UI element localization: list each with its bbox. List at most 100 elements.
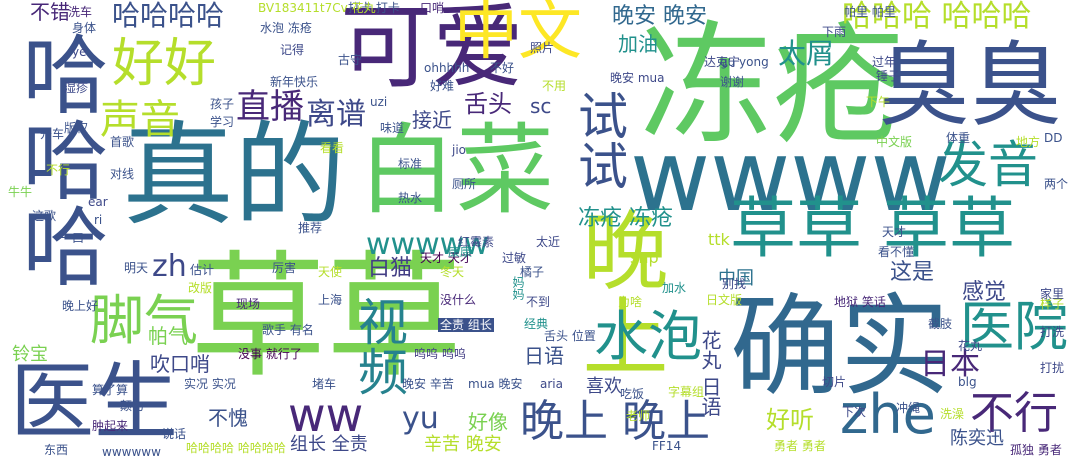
word-xihuan: 喜欢: [586, 376, 622, 397]
word-shishi: 试试: [570, 90, 628, 190]
word-cesuo: 厕所: [452, 177, 477, 191]
word-diyu: 地狱 笑话: [834, 295, 886, 309]
word-FF14: FF14: [652, 439, 682, 453]
word-jiaoqi: 脚气: [90, 289, 198, 352]
word-biaozhun: 标准: [398, 157, 423, 171]
word-tianshi: 天使: [318, 265, 343, 279]
word-huawan-riyu: 花丸 日语: [698, 330, 722, 417]
word-kanbudong: 看不懂: [878, 245, 915, 259]
word-sc: sc: [530, 94, 552, 118]
word-zhaopian: 照片: [530, 41, 555, 55]
word-chuizi: 锤子: [876, 69, 901, 83]
word-tizhong: 体重: [946, 131, 971, 145]
word-duche: 堵车: [312, 377, 337, 391]
word-caocao-right: 草草 草草: [730, 190, 1015, 267]
word-chongsheng: 冲绳: [896, 401, 921, 415]
word-xiawu: 下午: [866, 95, 891, 109]
word-geshou: 歌手 有名: [262, 323, 314, 337]
word-zhibo: 直播: [236, 87, 304, 127]
word-shetou: 舌头: [464, 90, 512, 118]
word-jiayou: 加油: [618, 32, 658, 56]
word-BV: BV183411t7Cv 花丸: [258, 1, 376, 15]
word-zimuzu: 字幕组: [668, 385, 705, 399]
word-jio: jio: [452, 143, 467, 157]
word-wanshang-big: 晚上: [567, 206, 667, 378]
word-shengyin: 声音: [100, 97, 180, 143]
word-hahaha-top: 哈哈哈哈: [112, 0, 225, 32]
word-keai: 可爱: [340, 0, 525, 101]
word-aria: aria: [540, 377, 563, 391]
word-hahaha-topright: 哈哈哈 哈哈哈: [842, 0, 1032, 34]
word-bukui: 不愧: [208, 406, 248, 430]
word-DD: DD: [1044, 131, 1063, 145]
word-chenyixun: 陈奕迅: [950, 428, 1004, 449]
word-biezhao: 别找: [722, 277, 747, 291]
word-wwwwww: wwwwww: [102, 445, 161, 459]
word-yiyuan: 医院: [960, 295, 1068, 358]
word-banquan: 版权: [64, 121, 89, 135]
word-buxing: 不行: [970, 388, 1058, 439]
word-ohhhhh: ohhhhh: [424, 61, 470, 75]
word-wuwu: 呜呜 呜呜: [414, 347, 466, 361]
word-kankan: 看看: [320, 141, 345, 155]
word-reshui: 热水: [398, 191, 423, 205]
word-hongmeisu: 红霉素: [458, 235, 495, 249]
word-riyu: 日语: [524, 344, 564, 368]
word-shouge: 首歌: [110, 135, 135, 149]
word-wwww: wwww: [630, 120, 951, 234]
word-taijin: 太近: [536, 235, 561, 249]
word-shuipao-2: 水泡 冻疮: [260, 21, 312, 35]
word-jiejin: 接近: [412, 108, 452, 132]
word-weisha: 为啥: [618, 295, 643, 309]
word-ye: ye: [72, 45, 87, 59]
word-gushou: 古守: [338, 53, 363, 67]
word-duixian: 对线: [110, 167, 135, 181]
word-guomin: 过敏: [502, 251, 527, 265]
word-chifan: 吃饭: [620, 387, 645, 401]
word-chunchuang: 冻疮: [640, 9, 904, 163]
word-budao: 不到: [526, 295, 551, 309]
word-difang: 地方: [1016, 135, 1041, 149]
word-hahahaha-small: 哈哈哈哈 哈哈哈哈: [186, 441, 286, 455]
word-yu: yu: [402, 401, 439, 436]
word-guji: 估计: [190, 263, 215, 277]
word-zhongwenban: 中文版: [876, 135, 913, 149]
word-dadai: 打洗: [1040, 325, 1065, 339]
word-dalian: 打扰: [1040, 361, 1065, 375]
word-jiali: 家里: [1040, 287, 1065, 301]
word-dianshao: 颠勺: [120, 399, 145, 413]
word-jingdian: 经典: [524, 317, 549, 331]
word-dongxi: 东西: [44, 443, 69, 457]
word-xizao: 洗澡: [940, 407, 965, 421]
word-juzi: 橘子: [520, 265, 545, 279]
word-huawan: 花丸: [958, 339, 983, 353]
word-fayin: 发音: [938, 136, 1038, 194]
word-baimao: 白猫: [368, 256, 413, 281]
word-zhende: 真的: [122, 111, 346, 241]
word-shikuang: 实况 实况: [184, 377, 236, 391]
word-zhongwen: 中文: [454, 0, 582, 69]
word-buxing-small: 不行: [46, 163, 71, 177]
word-riwenban: 日文版: [706, 293, 743, 307]
word-ri: ri: [94, 213, 103, 227]
word-zhe: zhe: [840, 383, 936, 446]
word-jiezhi: 截肢: [928, 317, 953, 331]
word-jide: 记得: [280, 43, 305, 57]
word-qiepian: 切片: [822, 375, 847, 389]
word-shizhen: 湿疹: [64, 81, 89, 95]
word-xiche: 洗车: [68, 5, 93, 19]
word-baicai: 白菜: [358, 114, 555, 228]
word-kangkang: 康康: [448, 245, 473, 259]
word-xiexie: 谢谢: [720, 75, 745, 89]
word-niuniu: 牛牛: [8, 185, 33, 199]
word-shetou-weizhi: 舌头 位置: [544, 329, 596, 343]
word-hahaha-vertical: 哈哈哈: [7, 30, 107, 288]
word-shuohua: 说话: [162, 427, 187, 441]
word-zhege: 这歌: [32, 209, 57, 223]
word-guonian: 过年: [872, 55, 897, 69]
word-ganjue: 感觉: [962, 280, 1007, 305]
word-xinku: 辛苦 晚安: [424, 434, 502, 455]
word-tuijian: 推荐: [298, 221, 323, 235]
word-blg: blg: [958, 375, 977, 389]
word-buyong: 不用: [542, 79, 567, 93]
